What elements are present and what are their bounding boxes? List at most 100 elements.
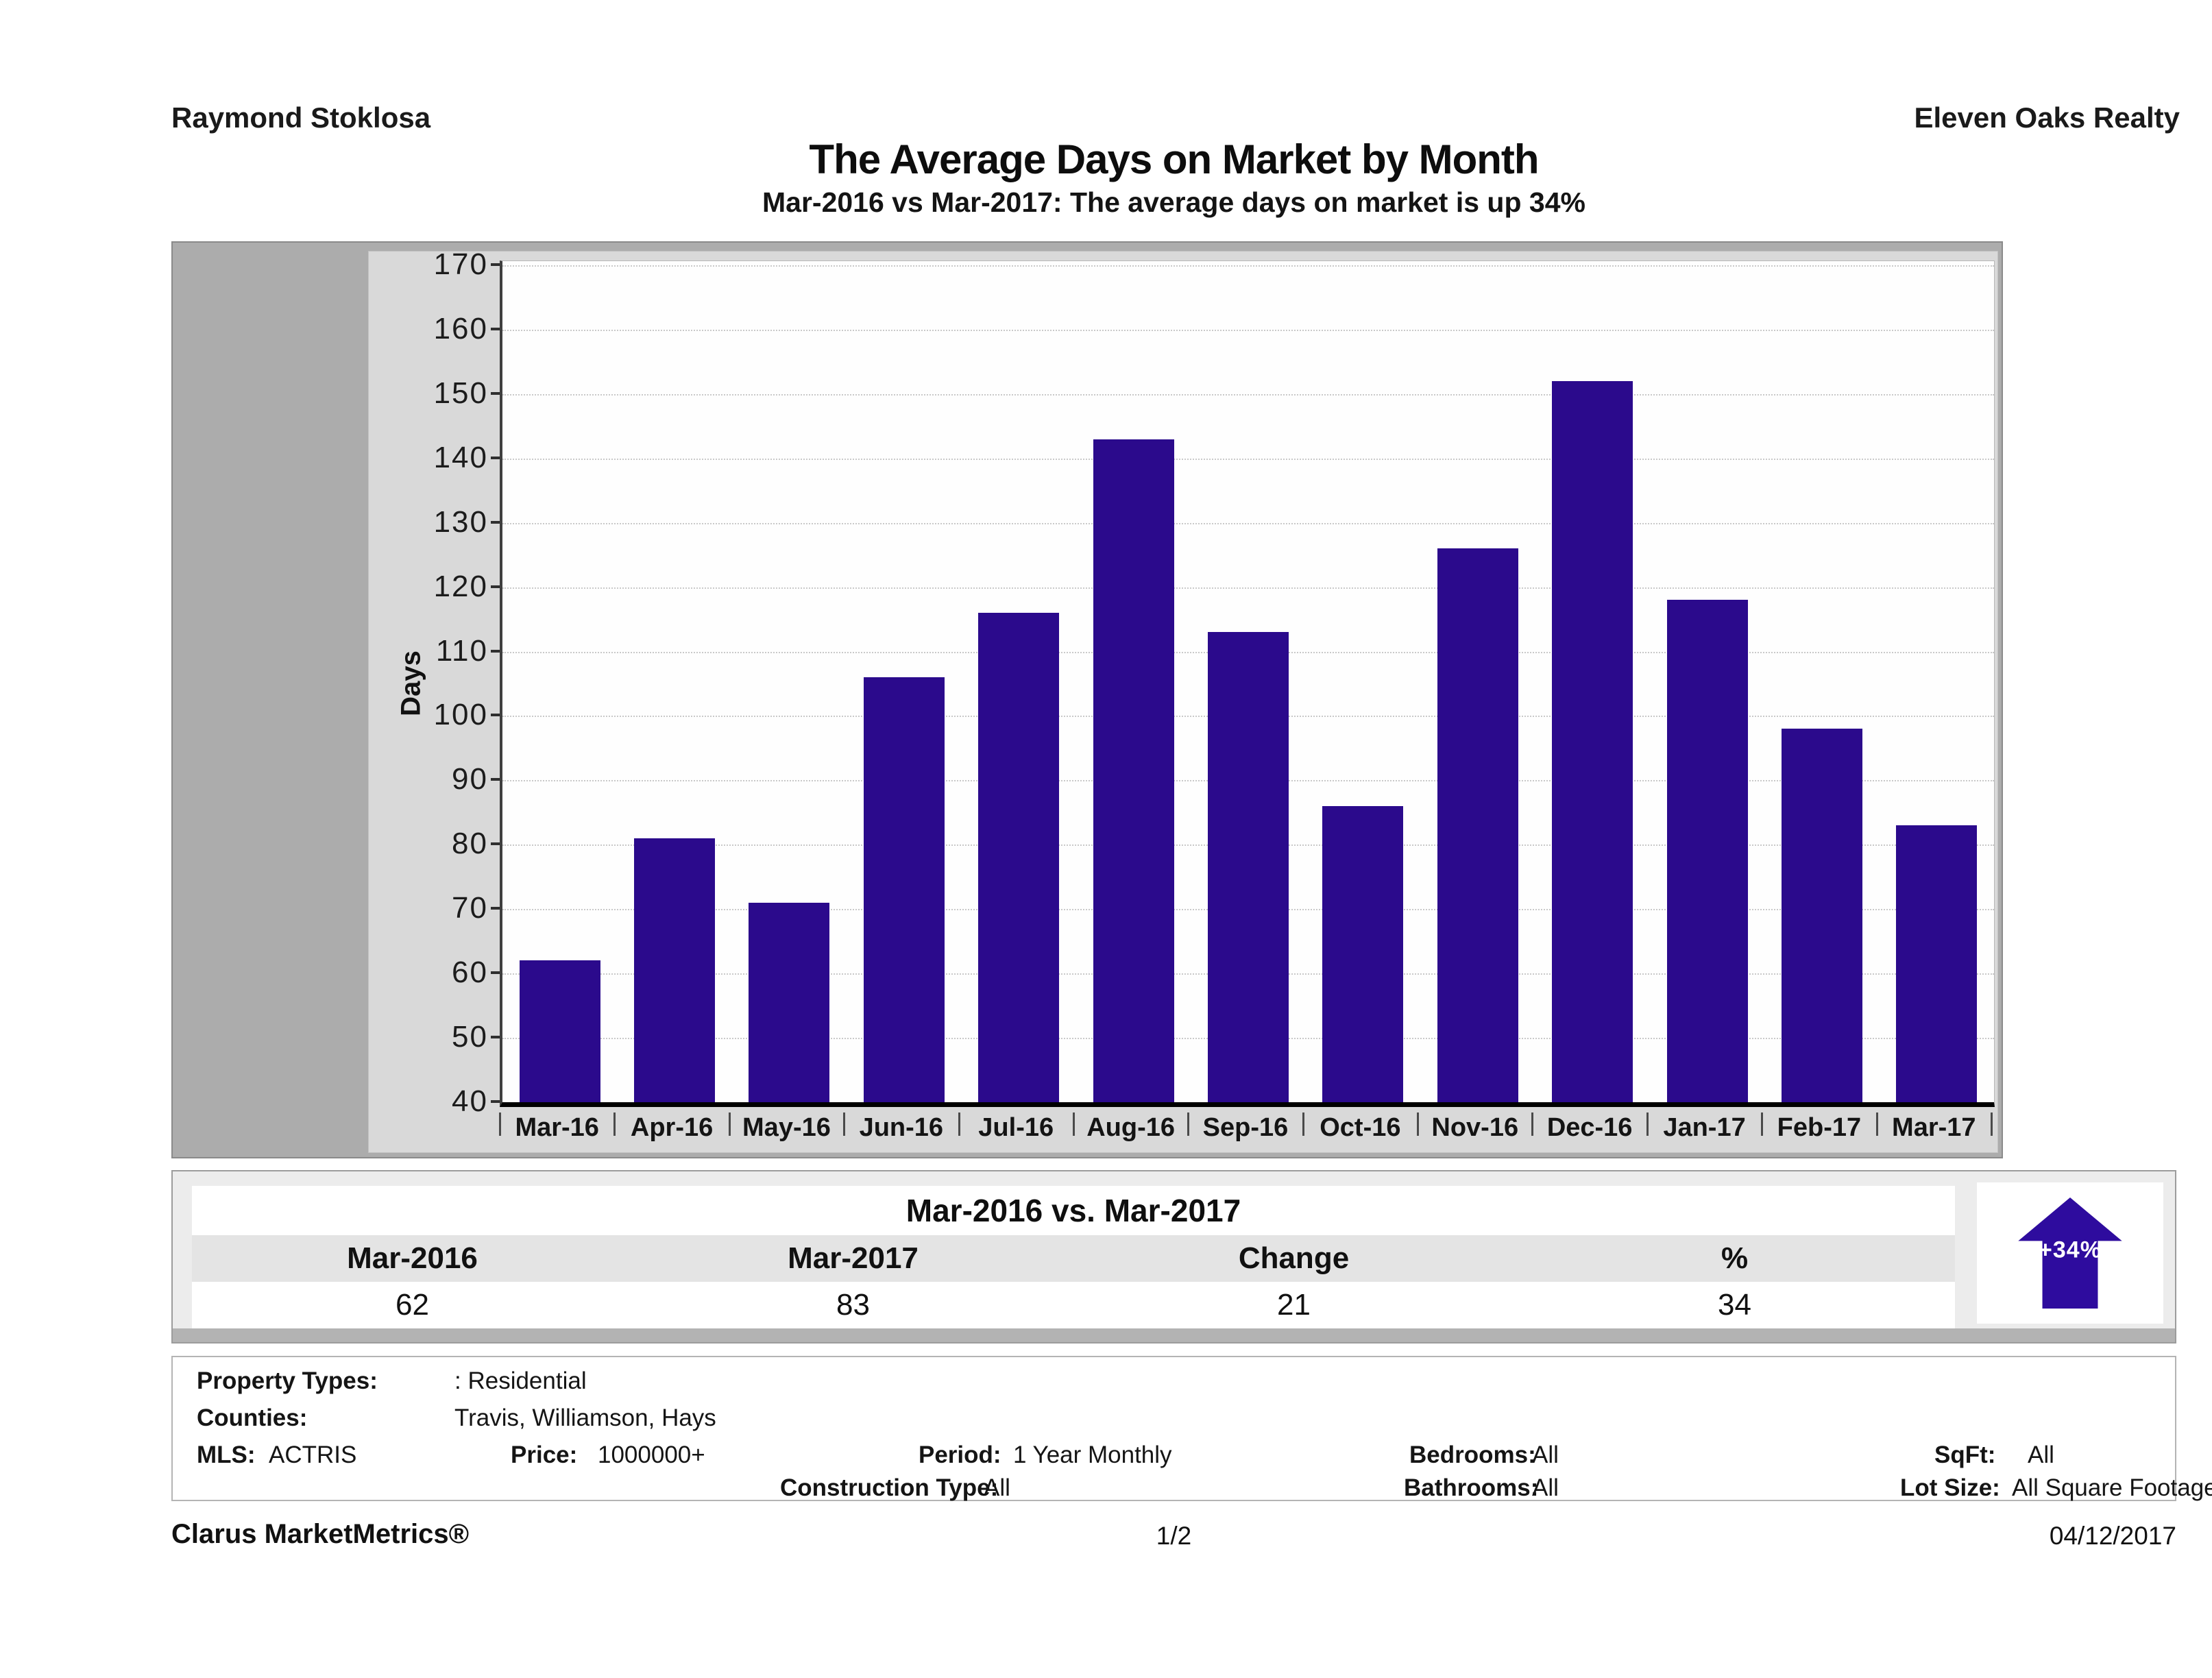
comparison-value-3: 21 [1277,1288,1311,1322]
comparison-column-2: Mar-2017 [788,1241,919,1275]
y-tick-mark-70 [491,907,501,910]
y-tick-label-170: 170 [433,247,488,281]
x-tick-separator [1646,1112,1649,1136]
criteria-label-mls: MLS: [197,1442,256,1468]
x-axis-labels: Mar-16 Apr-16 May-16 Jun-16 Jul-16 Aug-16 Sep-… [499,1108,1995,1150]
y-tick-mark-110 [491,649,501,653]
x-tick-separator [1531,1112,1534,1136]
bar-Jan-17 [1666,600,1748,1102]
criteria-label-sqft: SqFt: [1934,1442,1996,1468]
criteria-label-property_types: Property Types: [197,1367,378,1394]
y-tick-label-60: 60 [452,956,488,990]
x-tick-label-Jan-17: Jan-17 [1663,1113,1746,1142]
comparison-column-4: % [1721,1241,1749,1275]
criteria-value-price: 1000000+ [598,1442,705,1468]
y-tick-mark-160 [491,327,501,330]
comparison-title: Mar-2016 vs. Mar-2017 [192,1186,1955,1235]
comparison-panel: Mar-2016 vs. Mar-2017 Mar-2016 Mar-2017 Ch… [171,1170,2176,1343]
x-tick-separator [499,1112,501,1136]
x-tick-separator [613,1112,616,1136]
comparison-header-row: Mar-2016 Mar-2017 Change% [192,1235,1955,1282]
criteria-value-construction_type: All [984,1474,1010,1501]
change-badge-label: +34% [2039,1237,2102,1263]
criteria-value-bedrooms: All [1532,1442,1559,1468]
change-badge: +34% [1977,1182,2163,1324]
x-tick-label-May-16: May-16 [742,1113,831,1142]
gridline-130 [502,522,1994,524]
plot-area [500,260,1995,1107]
footer-brand: Clarus MarketMetrics® [171,1519,470,1549]
y-tick-label-130: 130 [433,504,488,539]
bar-Sep-16 [1208,632,1289,1102]
criteria-label-bathrooms: Bathrooms: [1404,1474,1539,1501]
y-tick-mark-140 [491,456,501,459]
criteria-value-bathrooms: All [1532,1474,1559,1501]
page-subtitle: Mar-2016 vs Mar-2017: The average days o… [762,186,1585,218]
page-title: The Average Days on Market by Month [809,136,1539,182]
agent-name: Raymond Stoklosa [171,101,431,134]
y-tick-label-90: 90 [452,762,488,797]
x-tick-label-Aug-16: Aug-16 [1086,1113,1175,1142]
x-tick-separator [1761,1112,1764,1136]
x-tick-label-Feb-17: Feb-17 [1777,1113,1862,1142]
x-tick-separator [1072,1112,1075,1136]
criteria-label-counties: Counties: [197,1405,308,1431]
y-tick-mark-40 [491,1100,501,1103]
criteria-value-sqft: All [2028,1442,2054,1468]
criteria-label-construction_type: Construction Type: [780,1474,999,1501]
criteria-value-counties: Travis, Williamson, Hays [454,1405,716,1431]
y-tick-label-40: 40 [452,1084,488,1118]
panel-bottom-strip [173,1328,2175,1342]
bar-Jul-16 [978,613,1060,1102]
bar-Mar-16 [519,960,600,1102]
gridline-150 [502,393,1994,396]
comparison-value-1: 62 [396,1288,429,1322]
bar-May-16 [749,902,830,1102]
comparison-value-row: 62 83 21 34 [192,1282,1955,1328]
gridline-140 [502,458,1994,460]
y-tick-label-150: 150 [433,376,488,410]
up-arrow-icon [2018,1197,2122,1309]
x-tick-label-Mar-17: Mar-17 [1892,1113,1976,1142]
criteria-value-property_types: : Residential [454,1367,587,1394]
comparison-column-3: Change [1238,1241,1350,1275]
x-tick-separator [843,1112,846,1136]
y-tick-mark-130 [491,520,501,524]
y-tick-label-160: 160 [433,311,488,345]
x-tick-label-Jul-16: Jul-16 [978,1113,1054,1142]
y-tick-mark-170 [491,263,501,266]
y-tick-mark-50 [491,1036,501,1039]
bar-Dec-16 [1552,381,1633,1102]
bar-Apr-16 [634,838,716,1102]
x-tick-separator [958,1112,960,1136]
footer-date: 04/12/2017 [2049,1522,2176,1550]
x-tick-separator [1875,1112,1878,1136]
bar-Aug-16 [1093,439,1174,1102]
footer-page-number: 1/2 [1156,1522,1192,1550]
gridline-120 [502,587,1994,589]
criteria-value-period: 1 Year Monthly [1013,1442,1172,1468]
y-tick-mark-150 [491,391,501,395]
y-tick-label-120: 120 [433,569,488,603]
x-tick-separator [728,1112,731,1136]
y-tick-mark-80 [491,842,501,846]
gridline-170 [502,265,1994,267]
x-tick-label-Nov-16: Nov-16 [1431,1113,1519,1142]
x-tick-separator [1302,1112,1304,1136]
x-tick-label-Apr-16: Apr-16 [630,1113,714,1142]
company-name: Eleven Oaks Realty [1914,101,2180,134]
comparison-value-4: 34 [1718,1288,1751,1322]
y-tick-mark-120 [491,585,501,588]
bar-Jun-16 [863,677,945,1102]
y-tick-label-140: 140 [433,440,488,474]
y-tick-label-100: 100 [433,698,488,732]
x-tick-label-Dec-16: Dec-16 [1546,1113,1633,1142]
y-tick-label-110: 110 [435,633,488,668]
comparison-value-2: 83 [836,1288,870,1322]
y-tick-mark-90 [491,778,501,781]
criteria-label-period: Period: [919,1442,1001,1468]
x-tick-separator [1187,1112,1190,1136]
x-tick-label-Oct-16: Oct-16 [1320,1113,1401,1142]
gridline-160 [502,329,1994,331]
